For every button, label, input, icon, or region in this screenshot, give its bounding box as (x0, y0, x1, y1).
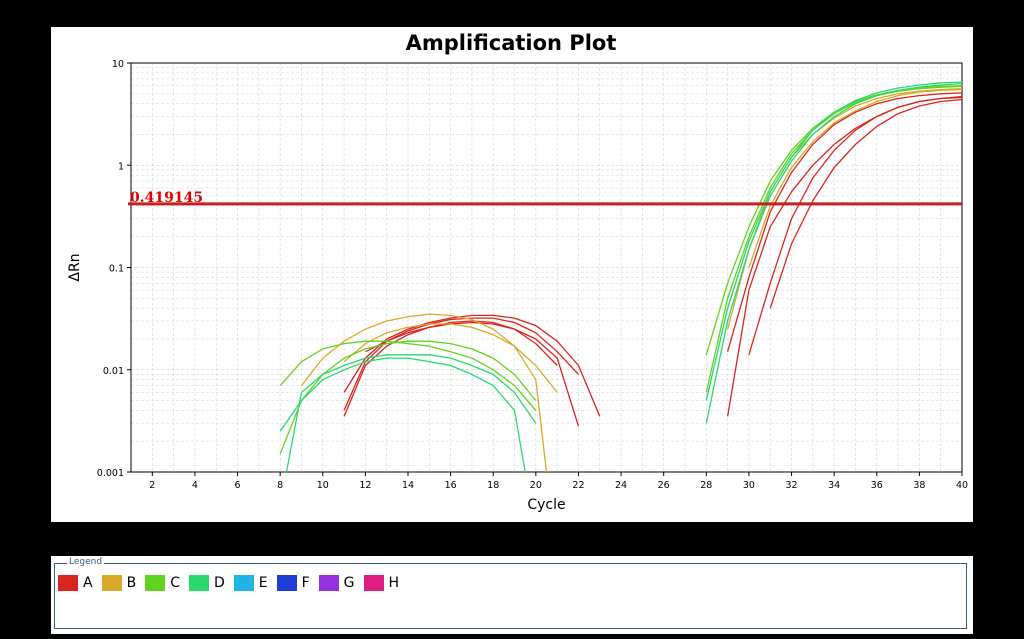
x-tick-label: 10 (317, 480, 329, 491)
series-lines[interactable] (279, 81, 963, 473)
x-tick-label: 20 (530, 480, 542, 491)
legend-item-g[interactable]: G (318, 575, 355, 591)
amplification-curve-a[interactable] (726, 95, 963, 417)
legend-swatch (233, 575, 254, 591)
x-tick-label: 34 (828, 480, 840, 491)
legend-item-h[interactable]: H (363, 575, 400, 591)
legend-swatch (101, 575, 122, 591)
amplification-curve-a[interactable] (343, 314, 601, 417)
legend-panel: Legend A B C D E F G H (51, 556, 973, 634)
legend-label: C (170, 575, 180, 591)
amplification-curve-d[interactable] (285, 354, 537, 473)
amplification-curve-d[interactable] (705, 82, 963, 424)
threshold-label: 0.419145 (130, 190, 203, 206)
amplification-curve-d[interactable] (279, 357, 526, 473)
legend-label: F (301, 575, 310, 591)
legend-swatch (363, 575, 384, 591)
x-tick-label: 18 (487, 480, 499, 491)
x-tick-label: 28 (700, 480, 712, 491)
amplification-curve-a[interactable] (365, 321, 580, 427)
x-tick-label: 8 (277, 480, 283, 491)
legend-item-f[interactable]: F (276, 575, 310, 591)
legend-items: A B C D E F G H (58, 575, 408, 591)
x-tick-label: 2 (149, 480, 155, 491)
legend-item-b[interactable]: B (101, 575, 137, 591)
y-axis-label: ΔRn (67, 253, 83, 281)
y-tick-label: 1 (118, 161, 124, 172)
legend-swatch (58, 575, 78, 591)
y-tick-label: 10 (112, 59, 124, 70)
amplification-curve-c[interactable] (279, 340, 537, 411)
legend-item-a[interactable]: A (58, 575, 93, 591)
legend-label: D (213, 575, 225, 591)
x-tick-label: 32 (785, 480, 797, 491)
legend-swatch (145, 575, 166, 591)
legend-label: A (83, 575, 93, 591)
amplification-curve-a[interactable] (343, 317, 579, 411)
legend-item-e[interactable]: E (233, 575, 268, 591)
amplification-curve-c[interactable] (705, 85, 963, 393)
amplification-curve-a[interactable] (343, 320, 558, 417)
legend-label: G (343, 575, 355, 591)
amplification-curve-b[interactable] (300, 313, 548, 473)
amplification-curve-b[interactable] (748, 88, 963, 268)
amplification-curve-d[interactable] (705, 81, 963, 401)
amplification-curve-b[interactable] (343, 323, 558, 393)
x-tick-label: 22 (572, 480, 584, 491)
x-tick-label: 24 (615, 480, 627, 491)
x-axis-label: Cycle (527, 497, 565, 513)
legend-box: Legend A B C D E F G H (54, 557, 967, 629)
y-tick-label: 0.1 (109, 264, 124, 275)
x-tick-label: 38 (913, 480, 925, 491)
y-tick-label: 0.001 (97, 468, 124, 479)
x-tick-label: 16 (445, 480, 457, 491)
x-tick-label: 4 (192, 480, 198, 491)
amplification-curve-a[interactable] (769, 98, 963, 309)
x-tick-label: 26 (658, 480, 670, 491)
x-tick-label: 12 (359, 480, 371, 491)
amplification-curve-a[interactable] (748, 96, 963, 355)
grid (130, 63, 963, 473)
legend-label: H (388, 575, 400, 591)
y-tick-label: 0.01 (103, 366, 124, 377)
legend-label: B (126, 575, 137, 591)
legend-title: Legend (67, 557, 105, 567)
amplification-curve-a[interactable] (726, 92, 963, 352)
x-tick-label: 30 (743, 480, 755, 491)
legend-swatch (276, 575, 297, 591)
legend-swatch (318, 575, 339, 591)
x-tick-label: 6 (235, 480, 241, 491)
plot-panel: Amplification Plot 2 4 6 8 10 12 14 16 18 20 22 24 2… (51, 27, 973, 522)
axis-ticks: 2 4 6 8 10 12 14 16 18 20 22 24 26 28 30 32 34 36 38 401010… (97, 59, 968, 491)
x-tick-label: 36 (871, 480, 883, 491)
legend-item-c[interactable]: C (145, 575, 180, 591)
legend-label: E (258, 575, 268, 591)
x-tick-label: 14 (402, 480, 414, 491)
chart-title: Amplification Plot (406, 31, 617, 55)
amplification-plot: Amplification Plot 2 4 6 8 10 12 14 16 18 20 22 24 2… (67, 31, 968, 513)
legend-swatch (188, 575, 209, 591)
x-tick-label: 40 (956, 480, 968, 491)
legend-item-d[interactable]: D (188, 575, 225, 591)
